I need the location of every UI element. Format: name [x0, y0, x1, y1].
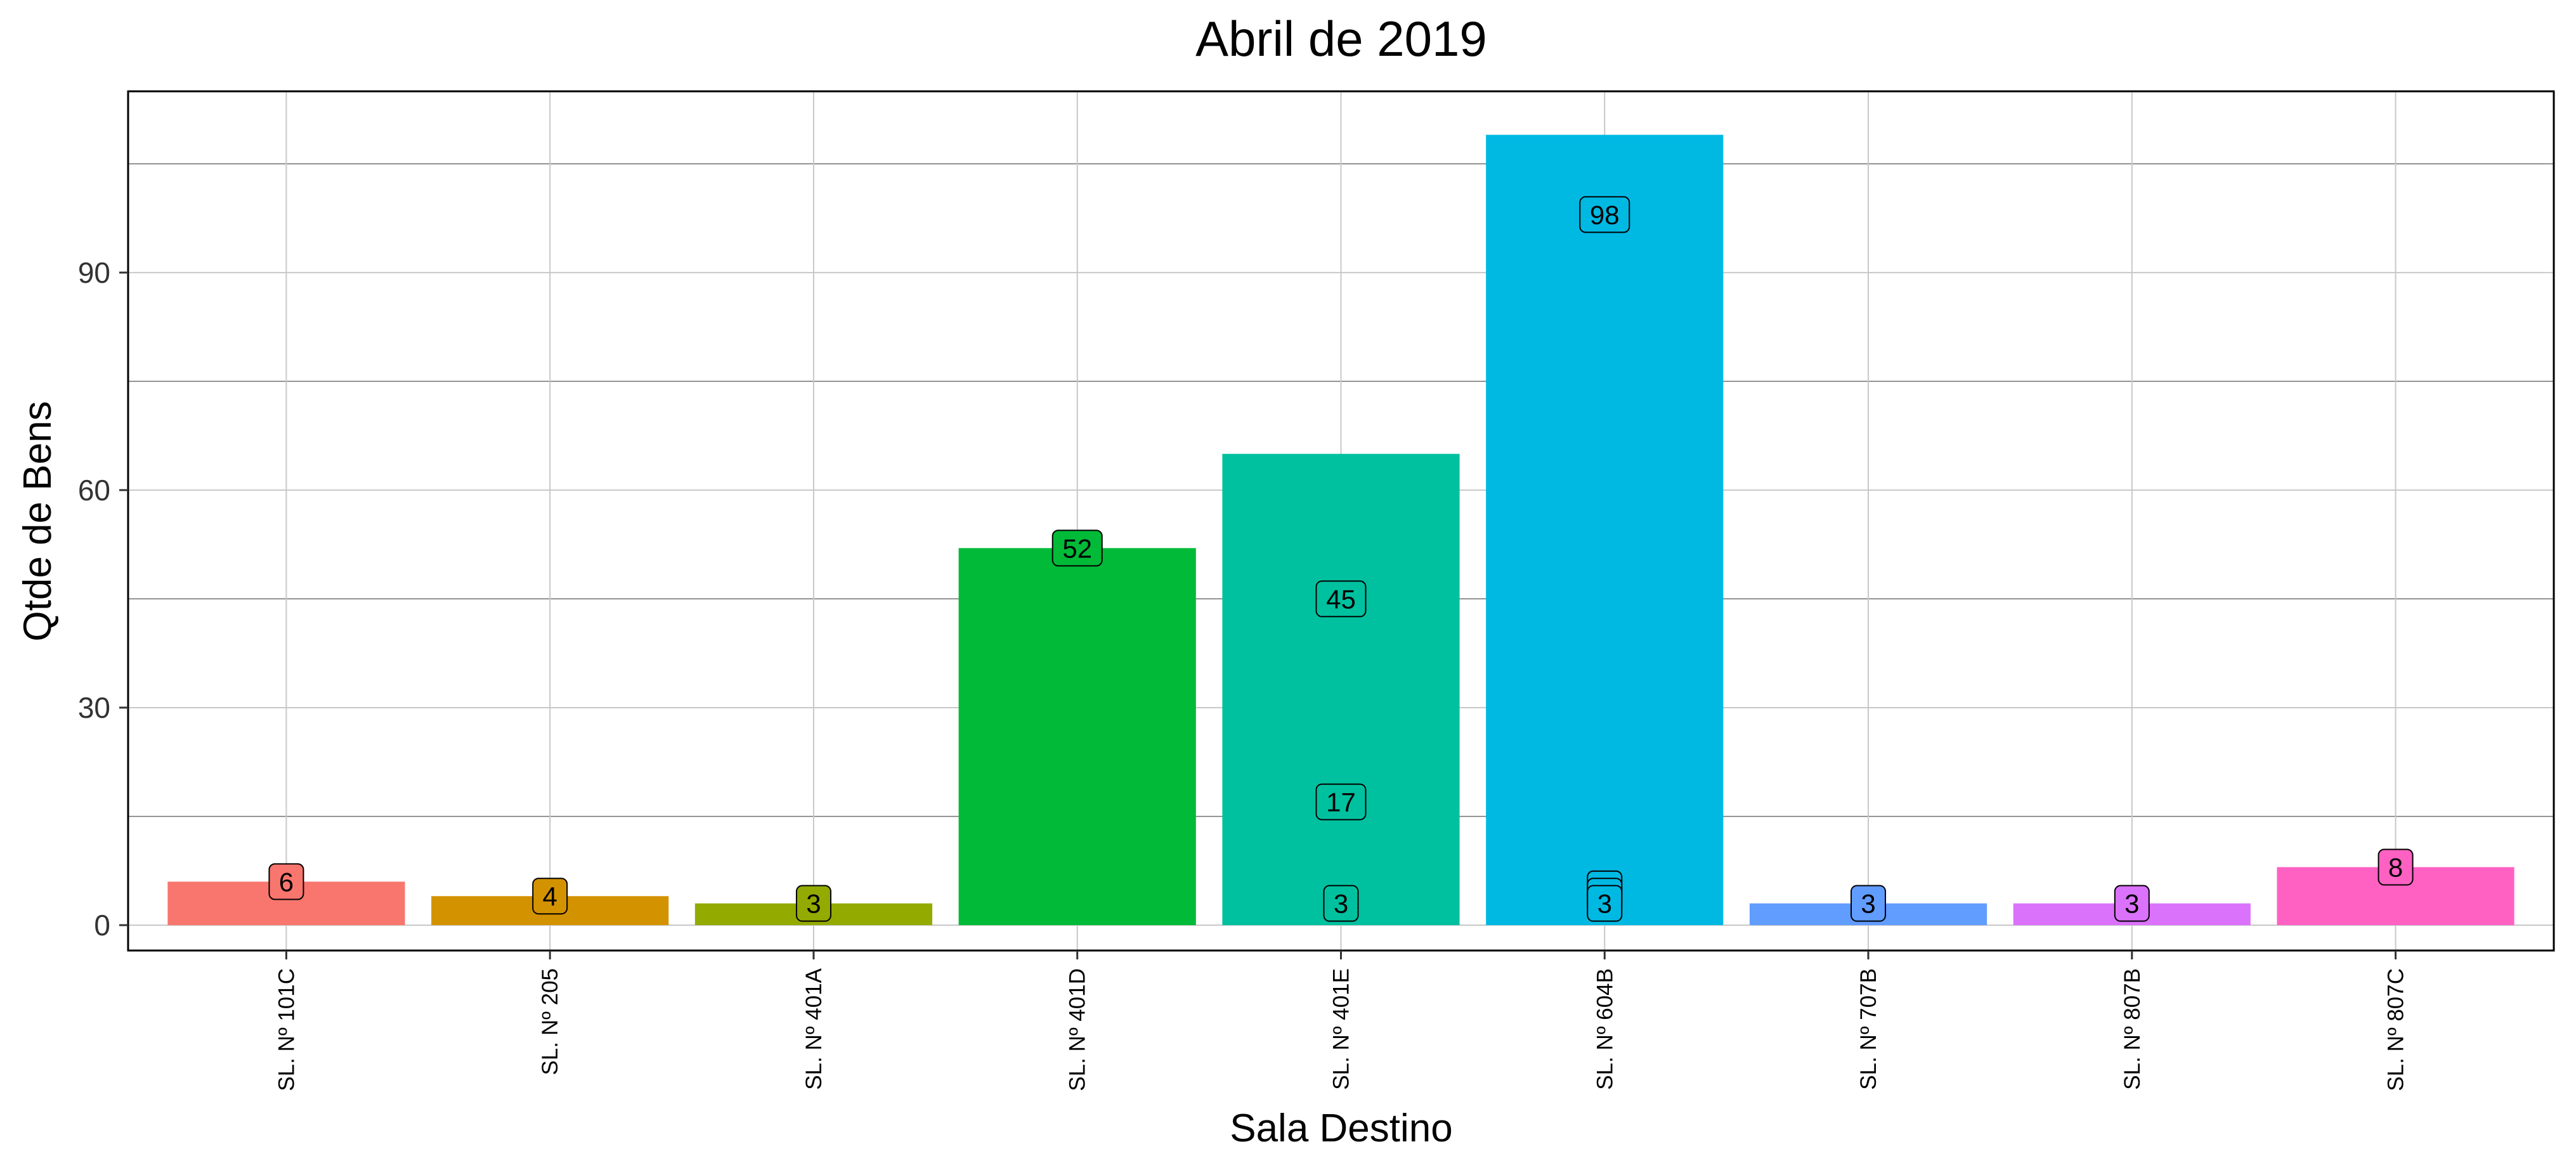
x-tick-label: SL. Nº 401A	[802, 968, 826, 1089]
data-label-box	[1323, 885, 1359, 922]
data-label: 8	[2388, 853, 2403, 883]
data-label-box	[795, 885, 831, 922]
data-label: 4	[543, 881, 557, 911]
data-label: 3	[806, 889, 821, 919]
x-axis: SL. Nº 101C SL. Nº 205 SL. Nº 401A SL. Nº 4…	[274, 951, 2409, 1091]
x-tick-label: SL. Nº 401D	[1065, 968, 1090, 1091]
x-tick-label: SL. Nº 707B	[1856, 968, 1881, 1090]
x-tick-label: SL. Nº 101C	[274, 968, 299, 1091]
data-label-box	[532, 878, 568, 915]
x-tick-label: SL. Nº 401E	[1329, 968, 1354, 1090]
data-label: 98	[1590, 200, 1620, 230]
bar	[1222, 453, 1460, 925]
data-label: 45	[1326, 584, 1356, 614]
x-tick-label: SL. Nº 205	[538, 968, 563, 1075]
data-label: 3	[1597, 889, 1612, 919]
y-tick-label: 0	[94, 909, 110, 942]
x-tick-label: SL. Nº 807B	[2120, 968, 2145, 1090]
data-labels: 6 4 3 52 45 17 3 98 3 3 3 8	[268, 196, 2414, 922]
data-label-box	[2378, 848, 2414, 886]
chart-title: Abril de 2019	[1195, 11, 1487, 67]
data-label: 52	[1062, 533, 1092, 563]
data-label: 3	[1334, 889, 1348, 919]
data-label: 3	[1861, 889, 1875, 919]
x-tick-label: SL. Nº 807C	[2384, 968, 2409, 1091]
x-tick-label: SL. Nº 604B	[1592, 968, 1617, 1090]
data-label-box	[268, 863, 304, 900]
data-label: 17	[1326, 788, 1356, 817]
data-label-box	[1051, 529, 1103, 567]
data-label: 6	[279, 867, 294, 897]
data-label-box	[1587, 885, 1623, 922]
y-tick-label: 90	[78, 256, 110, 289]
data-label-box	[1315, 580, 1367, 618]
bar	[958, 548, 1196, 925]
data-label-box	[1315, 783, 1367, 821]
y-axis: 0 30 60 90	[78, 256, 128, 942]
data-label: 3	[2124, 889, 2139, 919]
y-tick-label: 30	[78, 691, 110, 724]
data-label-box	[1851, 885, 1887, 922]
y-tick-label: 60	[78, 474, 110, 507]
x-axis-title: Sala Destino	[1230, 1107, 1453, 1150]
data-label-box	[2114, 885, 2150, 922]
y-axis-title: Qtde de Bens	[16, 401, 60, 641]
bar	[1486, 134, 1724, 925]
bars	[167, 134, 2514, 925]
data-label-box	[1579, 196, 1630, 233]
